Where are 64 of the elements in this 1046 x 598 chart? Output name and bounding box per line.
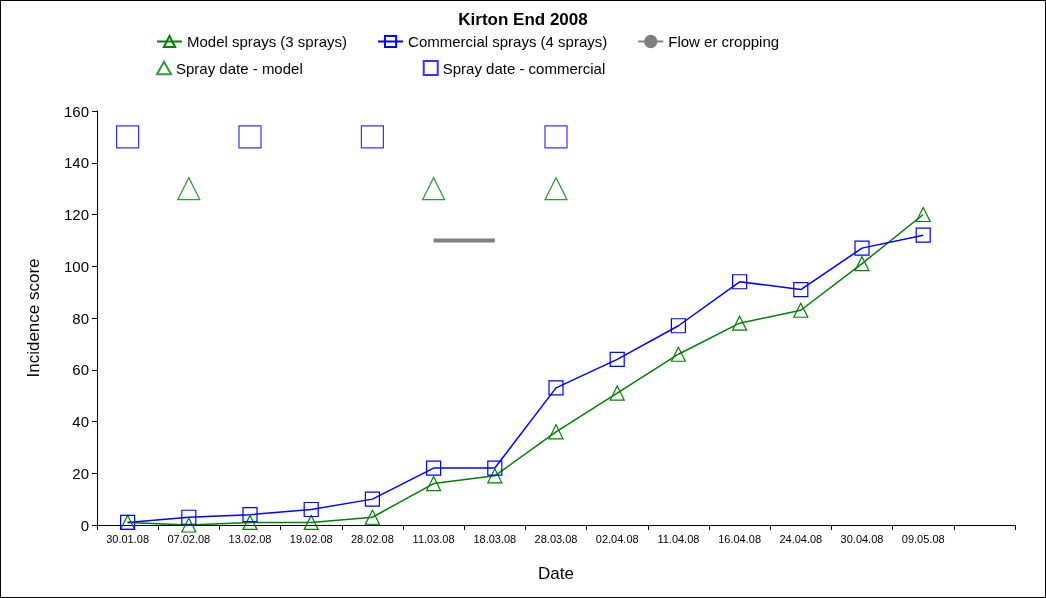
legend-label: Spray date - model bbox=[176, 59, 303, 77]
point bbox=[915, 206, 931, 223]
point bbox=[116, 125, 140, 149]
legend-label: Flow er cropping bbox=[668, 33, 780, 50]
point bbox=[422, 177, 446, 201]
legend-label: Spray date - commercial bbox=[442, 59, 606, 77]
point bbox=[854, 256, 870, 272]
point bbox=[364, 491, 380, 507]
point bbox=[793, 281, 809, 298]
point bbox=[854, 240, 870, 256]
x-tick-label: 09.05.08 bbox=[901, 532, 945, 545]
x-tick-label: 02.04.08 bbox=[595, 532, 639, 545]
point bbox=[793, 302, 809, 318]
x-tick-label: 19.02.08 bbox=[289, 532, 333, 545]
x-tick-label: 07.02.08 bbox=[167, 532, 211, 545]
point bbox=[609, 351, 625, 367]
point bbox=[915, 227, 931, 243]
y-tick-label: 120 bbox=[63, 206, 89, 223]
x-tick-label: 30.04.08 bbox=[840, 532, 884, 545]
y-tick-label: 60 bbox=[72, 361, 89, 379]
chart-title: Kirton End 2008 bbox=[458, 10, 588, 29]
point bbox=[670, 318, 686, 334]
point bbox=[181, 509, 197, 525]
x-tick-label: 28.03.08 bbox=[534, 532, 578, 545]
point bbox=[487, 468, 503, 484]
point bbox=[670, 346, 686, 362]
point bbox=[238, 125, 262, 149]
y-tick-label: 100 bbox=[63, 257, 89, 275]
point bbox=[544, 125, 568, 149]
x-tick-label: 28.02.08 bbox=[350, 532, 394, 545]
point bbox=[360, 125, 384, 149]
point bbox=[548, 380, 564, 396]
x-tick-label: 13.02.08 bbox=[228, 532, 272, 545]
point bbox=[732, 315, 748, 331]
legend-label: Commercial sprays (4 sprays) bbox=[408, 33, 608, 50]
y-tick-label: 140 bbox=[63, 154, 89, 172]
point bbox=[609, 385, 625, 401]
point bbox=[242, 514, 258, 531]
y-tick-label: 160 bbox=[63, 102, 89, 120]
x-tick-label: 16.04.08 bbox=[718, 532, 762, 545]
point bbox=[426, 460, 442, 476]
point bbox=[177, 177, 201, 201]
point bbox=[242, 507, 258, 523]
point bbox=[303, 514, 319, 531]
point bbox=[487, 460, 503, 476]
point bbox=[426, 476, 442, 492]
point bbox=[732, 274, 748, 290]
point bbox=[548, 424, 564, 440]
y-tick-label: 20 bbox=[72, 464, 89, 482]
legend-label: Model sprays (3 sprays) bbox=[187, 33, 348, 50]
y-tick-label: 0 bbox=[80, 516, 89, 534]
y-tick-label: 40 bbox=[72, 413, 89, 430]
y-axis-title: Incidence score bbox=[24, 258, 43, 378]
x-axis-title: Date bbox=[538, 564, 574, 583]
point bbox=[181, 517, 197, 533]
point bbox=[544, 177, 568, 201]
point bbox=[364, 509, 380, 525]
x-tick-label: 30.01.08 bbox=[106, 532, 150, 545]
point bbox=[303, 501, 319, 518]
x-tick-label: 24.04.08 bbox=[779, 532, 823, 545]
x-tick-label: 11.04.08 bbox=[657, 532, 700, 545]
y-tick-label: 80 bbox=[72, 309, 89, 327]
x-tick-label: 11.03.08 bbox=[412, 532, 455, 545]
x-tick-label: 18.03.08 bbox=[473, 532, 517, 545]
